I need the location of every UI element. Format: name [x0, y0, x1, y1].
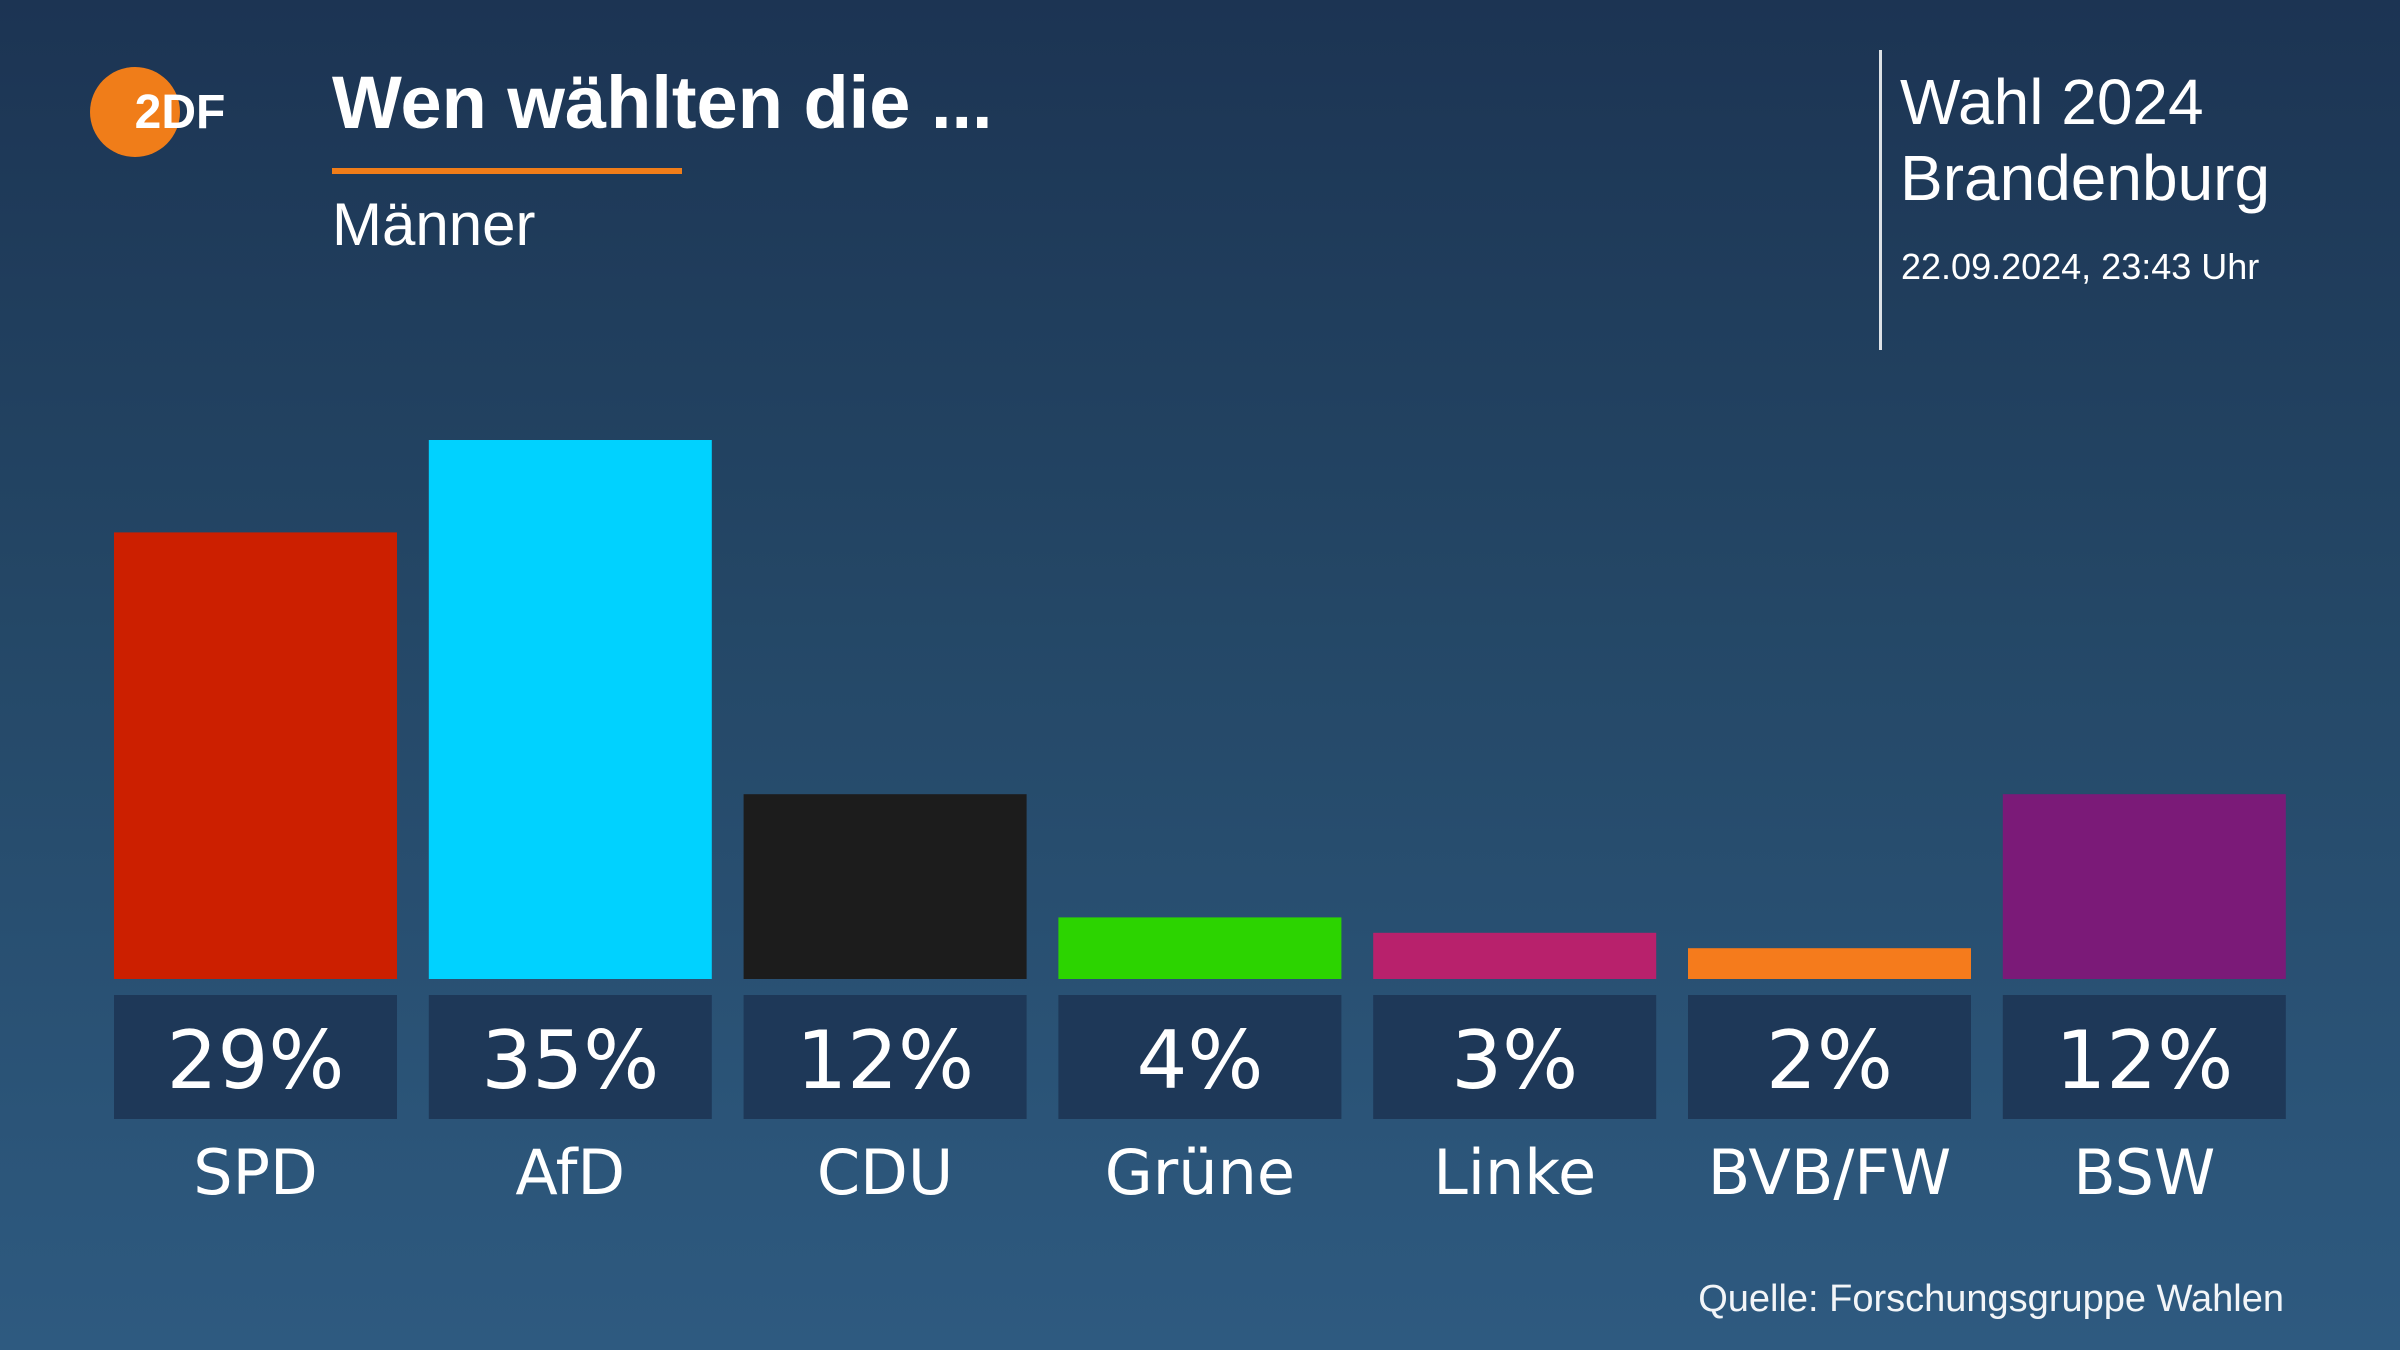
- value-box-bsw: [2002, 995, 2286, 1119]
- bar-bsw: [2002, 794, 2286, 979]
- timestamp: 22.09.2024, 23:43 Uhr: [1901, 246, 2260, 287]
- value-box-spd: [114, 995, 397, 1119]
- category-label-spd: SPD: [193, 1136, 317, 1209]
- category-label-bsw: BSW: [2073, 1136, 2215, 1209]
- bar-bvb-fw: [1688, 948, 1971, 979]
- bar-grüne: [1058, 917, 1342, 979]
- zdf-logo-circle: [90, 67, 180, 157]
- category-label-grüne: Grüne: [1105, 1136, 1295, 1209]
- category-label-afd: AfD: [515, 1136, 625, 1209]
- value-box-afd: [428, 995, 712, 1119]
- bar-cdu: [743, 794, 1027, 979]
- bar-linke: [1373, 932, 1657, 979]
- region-label: Brandenburg: [1900, 142, 2271, 214]
- source-note: Quelle: Forschungsgruppe Wahlen: [1698, 1278, 2284, 1320]
- category-label-linke: Linke: [1433, 1136, 1596, 1209]
- page-title: Wen wählten die ...: [332, 61, 993, 144]
- info-divider: [1879, 50, 1882, 350]
- value-box-cdu: [743, 995, 1027, 1119]
- bar-afd: [428, 440, 712, 979]
- value-label-cdu: 12%: [796, 1014, 974, 1107]
- page-subtitle: Männer: [332, 191, 536, 258]
- zdf-logo: 2DF: [90, 67, 226, 157]
- election-label: Wahl 2024: [1900, 66, 2204, 138]
- value-box-bvb-fw: [1688, 995, 1971, 1119]
- category-label-bvb-fw: BVB/FW: [1708, 1136, 1951, 1209]
- value-label-bsw: 12%: [2055, 1014, 2233, 1107]
- title-underline: [332, 168, 682, 174]
- value-box-linke: [1373, 995, 1657, 1119]
- value-label-spd: 29%: [167, 1014, 345, 1107]
- value-label-linke: 3%: [1451, 1014, 1578, 1107]
- value-label-afd: 35%: [481, 1014, 659, 1107]
- value-label-bvb-fw: 2%: [1766, 1014, 1893, 1107]
- category-label-cdu: CDU: [817, 1136, 953, 1209]
- zdf-logo-text: 2DF: [135, 86, 226, 139]
- bar-spd: [114, 532, 397, 979]
- value-box-grüne: [1058, 995, 1342, 1119]
- value-label-grüne: 4%: [1136, 1014, 1263, 1107]
